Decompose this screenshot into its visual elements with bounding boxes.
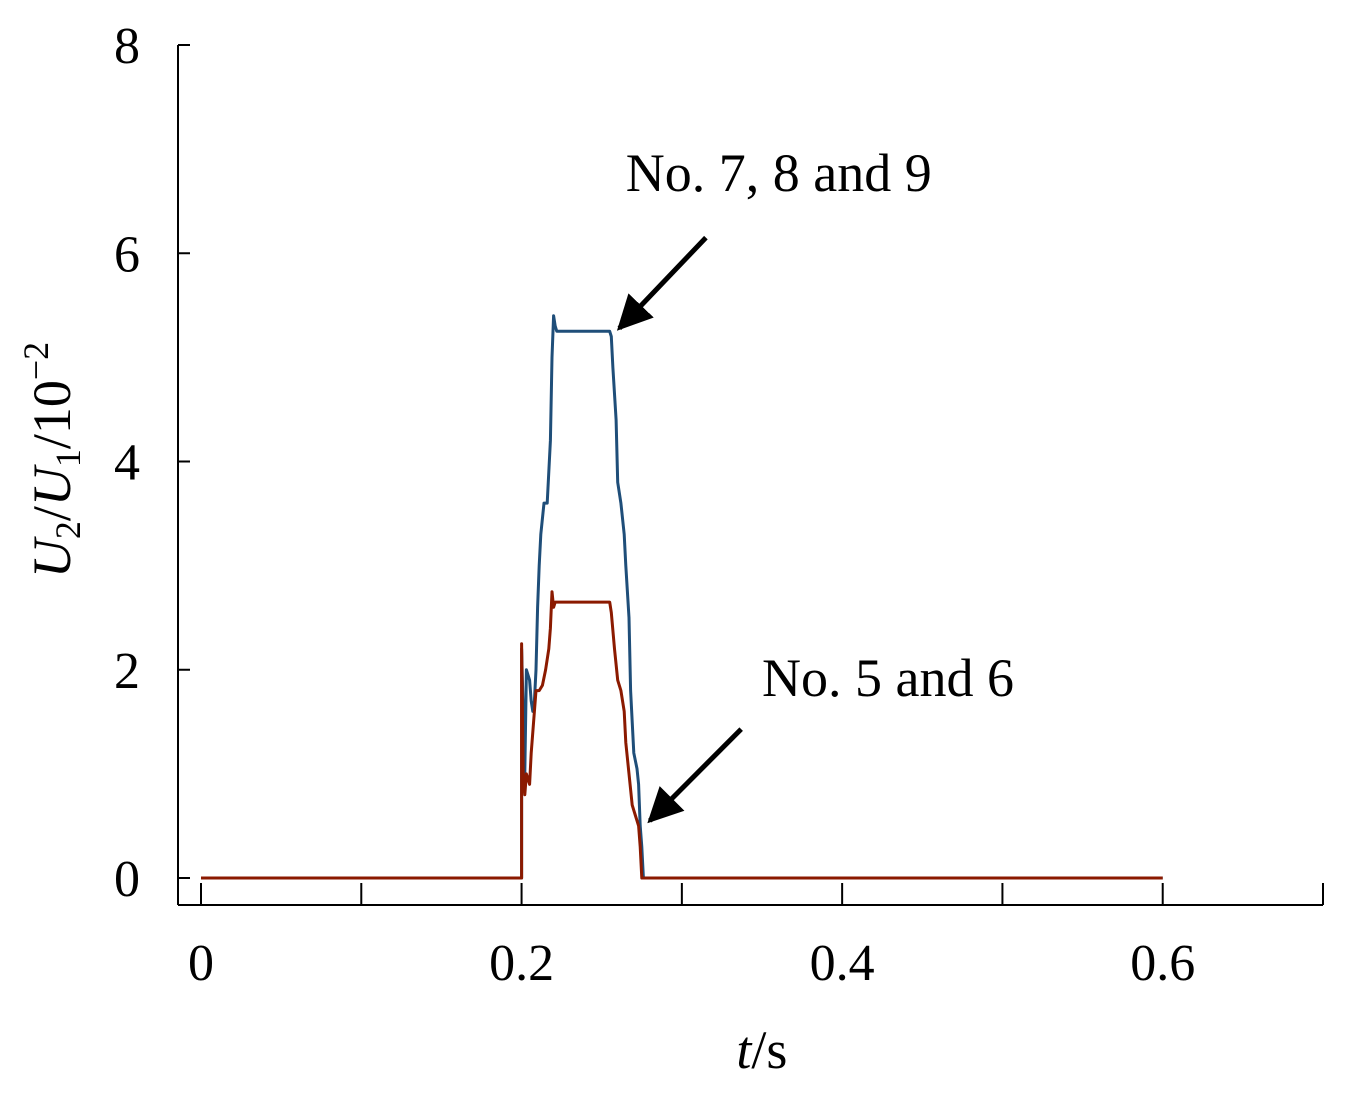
annotations: No. 7, 8 and 9 No. 5 and 6 — [616, 143, 1014, 824]
y-tick-label: 8 — [114, 18, 140, 75]
series-layer — [201, 314, 1163, 880]
y-axis-title: U2/U1/10−2 — [16, 342, 88, 578]
y-ticks: 0 2 4 6 8 — [114, 18, 190, 908]
y-tick-label: 0 — [114, 851, 140, 908]
x-ticks: 0 0.2 0.4 0.6 — [188, 883, 1324, 992]
x-axis-title-rest: /s — [751, 1020, 787, 1080]
y-axis-title-part: −2 — [16, 342, 56, 380]
series-line-1 — [201, 314, 1163, 880]
y-tick-label: 6 — [114, 226, 140, 283]
y-axis-title-part: / — [22, 506, 82, 521]
y-tick-label: 4 — [114, 435, 140, 492]
x-tick-label: 0 — [188, 935, 214, 992]
annotation-no-56-text: No. 5 and 6 — [762, 648, 1014, 708]
annotation-no-789-text: No. 7, 8 and 9 — [626, 143, 932, 203]
x-tick-label: 0.2 — [489, 935, 554, 992]
x-axis-title-italic: t — [736, 1020, 753, 1080]
series-line-2 — [201, 590, 1163, 880]
y-axis-title-part: 1 — [48, 449, 88, 467]
annotation-no-56-arrow — [647, 727, 743, 824]
x-tick-label: 0.4 — [810, 935, 875, 992]
y-axis-title-part: U — [22, 536, 82, 578]
y-tick-label: 2 — [114, 643, 140, 700]
annotation-no-789-arrow — [616, 235, 708, 331]
axes: 0 0.2 0.4 0.6 0 2 4 6 8 — [114, 18, 1324, 992]
x-tick-label: 0.6 — [1130, 935, 1195, 992]
y-axis-title-part: U — [22, 464, 82, 506]
x-axis-title: t/s — [736, 1020, 787, 1080]
y-axis-title-part: /10 — [22, 380, 82, 449]
y-axis-title-part: 2 — [48, 521, 88, 539]
